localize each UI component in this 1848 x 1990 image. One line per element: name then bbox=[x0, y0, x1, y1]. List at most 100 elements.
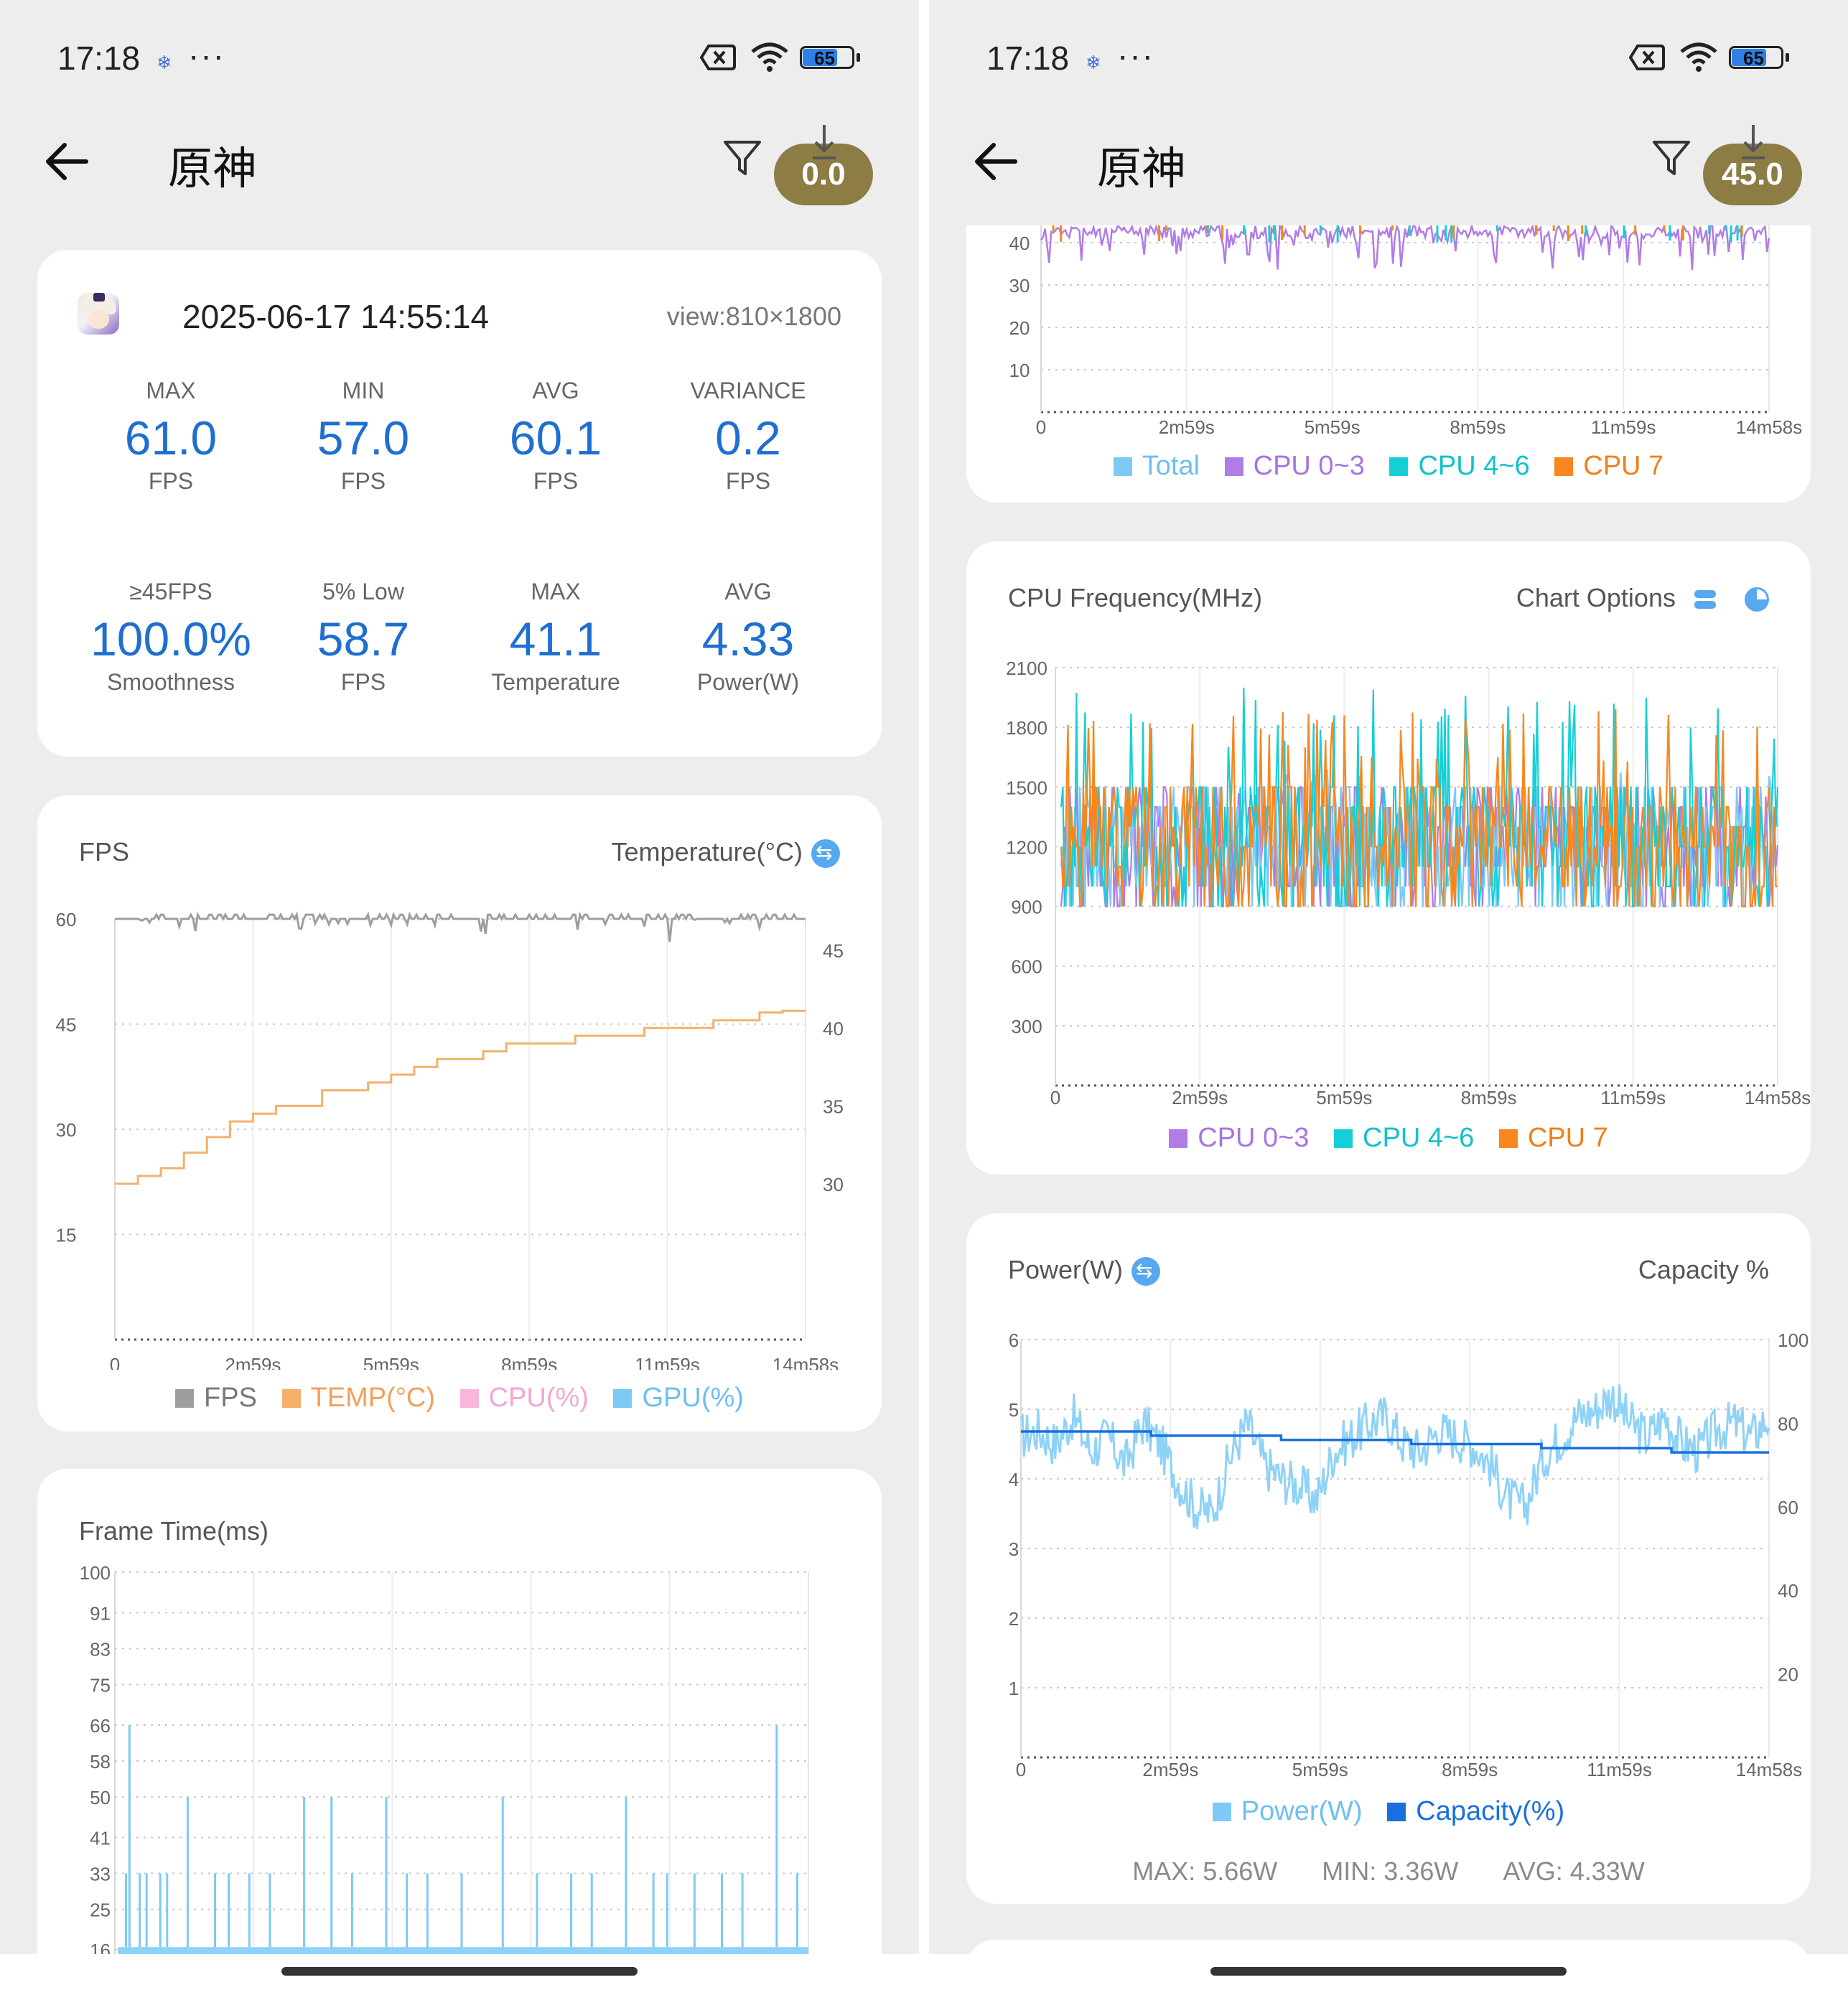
stat-label: 5% Low bbox=[322, 579, 404, 604]
stat-unit: FPS bbox=[340, 669, 386, 695]
stat-value: 58.7 bbox=[317, 612, 410, 665]
legend-item-power[interactable]: Power(W) bbox=[1212, 1796, 1363, 1827]
legend-swatch bbox=[1212, 1803, 1231, 1821]
home-indicator[interactable] bbox=[1210, 1967, 1567, 1976]
legend-label: TEMP(°C) bbox=[310, 1383, 436, 1413]
capacity-axis-label: Capacity % bbox=[1638, 1255, 1769, 1284]
y-tick-label: 900 bbox=[1011, 897, 1042, 918]
battery-icon: 65 bbox=[1729, 43, 1791, 72]
cpu-usage-card: 40 30 20 10 0 2m59s 5m59s 8m59s 11m59s 14m58s Tot… bbox=[966, 179, 1811, 503]
y-right-tick-label: 40 bbox=[1778, 1580, 1798, 1602]
legend-item-cpu-0-3[interactable]: CPU 0~3 bbox=[1224, 451, 1365, 482]
fps-chart: 60 45 30 15 0 2m59s 5m59s 8m59s 11m59s 14m58s 45 40… bbox=[56, 909, 844, 1370]
temperature-axis-label: Temperature(°C) bbox=[611, 837, 803, 866]
stat-label: VARIANCE bbox=[690, 378, 806, 403]
legend-item-fps[interactable]: FPS bbox=[175, 1383, 257, 1414]
summary-card: 2025-06-17 14:55:14 view:810×1800 MAX 61… bbox=[37, 250, 882, 757]
x-tick-label: 11m59s bbox=[1587, 1759, 1652, 1780]
chart-options-button[interactable]: Chart Options bbox=[1516, 583, 1769, 613]
fps-chart-card: FPS Temperature(°C) 60 45 30 15 0 2m59s 5m59s 8… bbox=[37, 795, 882, 1431]
page-title: 原神 bbox=[168, 142, 258, 195]
y-tick-label: 15 bbox=[56, 1225, 77, 1246]
stat-max-fps: MAX 61.0 FPS bbox=[75, 378, 267, 495]
status-bar: 17:18 ❄ ··· 65 bbox=[986, 36, 1791, 86]
y-right-tick-label: 60 bbox=[1778, 1497, 1798, 1518]
x-tick-label: 2m59s bbox=[1172, 1087, 1228, 1108]
stat-variance: VARIANCE 0.2 FPS bbox=[652, 378, 844, 495]
stat-unit: FPS bbox=[148, 468, 194, 494]
legend-item-capacity[interactable]: Capacity(%) bbox=[1387, 1796, 1564, 1827]
legend-label: Capacity(%) bbox=[1416, 1796, 1565, 1826]
x-tick-label: 5m59s bbox=[1305, 416, 1361, 438]
filter-icon[interactable] bbox=[1650, 136, 1693, 179]
power-title-toggle[interactable]: Power(W) bbox=[1008, 1255, 1160, 1286]
y-tick-label: 45 bbox=[56, 1014, 77, 1036]
stat-label: AVG bbox=[724, 579, 772, 604]
swap-axis-icon bbox=[1131, 1257, 1160, 1286]
legend-swatch bbox=[1389, 457, 1409, 476]
cpu-0-3-usage-line bbox=[1040, 222, 1770, 271]
y-right-tick-label: 45 bbox=[823, 940, 844, 961]
back-arrow-icon[interactable] bbox=[971, 136, 1021, 187]
legend-swatch bbox=[1387, 1803, 1406, 1821]
cpu-usage-legend: Total CPU 0~3 CPU 4~6 CPU 7 bbox=[966, 451, 1811, 482]
legend-item-cpu-4-6[interactable]: CPU 4~6 bbox=[1389, 451, 1530, 482]
y-right-tick-label: 80 bbox=[1778, 1413, 1798, 1434]
legend-item-total[interactable]: Total bbox=[1113, 451, 1200, 482]
legend-swatch bbox=[1113, 457, 1132, 476]
x-tick-label: 5m59s bbox=[363, 1354, 419, 1370]
temperature-axis-toggle[interactable]: Temperature(°C) bbox=[611, 837, 840, 869]
legend-item-cpu-7[interactable]: CPU 7 bbox=[1554, 451, 1663, 482]
stat-label: AVG bbox=[532, 378, 579, 403]
back-arrow-icon[interactable] bbox=[42, 136, 92, 187]
legend-item-cpu-7[interactable]: CPU 7 bbox=[1498, 1123, 1608, 1154]
stat-value: 4.33 bbox=[701, 612, 795, 665]
power-min: MIN: 3.36W bbox=[1322, 1856, 1459, 1886]
battery-level: 65 bbox=[1743, 47, 1764, 69]
progress-badge: 0.0 bbox=[774, 144, 873, 205]
cpu-frequency-legend: CPU 0~3 CPU 4~6 CPU 7 bbox=[966, 1123, 1811, 1154]
y-tick-label: 50 bbox=[90, 1787, 111, 1808]
cpu-7-frequency-line bbox=[1060, 709, 1778, 907]
stat-unit: FPS bbox=[533, 468, 579, 494]
stat-value: 57.0 bbox=[317, 411, 410, 464]
stat-label: MAX bbox=[146, 378, 196, 403]
y-tick-label: 5 bbox=[1009, 1399, 1019, 1421]
stat-max-temp: MAX 41.1 Temperature bbox=[459, 579, 652, 696]
stat-unit: Temperature bbox=[491, 669, 620, 695]
legend-item-cpu[interactable]: CPU(%) bbox=[459, 1383, 589, 1414]
legend-swatch bbox=[1224, 457, 1243, 476]
y-tick-label: 91 bbox=[90, 1602, 111, 1624]
x-tick-label: 5m59s bbox=[1316, 1087, 1372, 1108]
legend-item-cpu-0-3[interactable]: CPU 0~3 bbox=[1169, 1123, 1309, 1154]
legend-label: FPS bbox=[204, 1383, 257, 1413]
download-button[interactable]: 45.0 bbox=[1703, 125, 1803, 208]
legend-swatch bbox=[459, 1389, 479, 1408]
x-tick-label: 0 bbox=[1050, 1087, 1060, 1108]
pie-chart-icon bbox=[1745, 587, 1769, 612]
power-card: Power(W) Capacity % 6 5 4 3 2 1 0 2m59s 5m59s 8m5… bbox=[966, 1213, 1811, 1904]
legend-label: CPU 4~6 bbox=[1363, 1123, 1475, 1153]
x-tick-label: 0 bbox=[1036, 416, 1046, 438]
frame-time-card: Frame Time(ms) 100 91 83 75 66 58 50 41 33 25 16 bbox=[37, 1469, 882, 1990]
cpu-frequency-title: CPU Frequency(MHz) bbox=[1008, 583, 1263, 612]
status-icons: 65 bbox=[1629, 42, 1791, 85]
stat-value: 0.2 bbox=[715, 411, 781, 464]
y-tick-label: 10 bbox=[1009, 360, 1030, 381]
legend-label: CPU 0~3 bbox=[1198, 1123, 1310, 1153]
x-tick-label: 11m59s bbox=[1601, 1087, 1666, 1108]
y-tick-label: 41 bbox=[90, 1827, 111, 1849]
battery-level: 65 bbox=[814, 47, 835, 69]
home-indicator[interactable] bbox=[281, 1967, 638, 1976]
x-tick-label: 2m59s bbox=[1142, 1759, 1198, 1780]
notification-icon: ❄ bbox=[157, 52, 172, 73]
legend-item-temp[interactable]: TEMP(°C) bbox=[281, 1383, 436, 1414]
filter-icon[interactable] bbox=[721, 136, 764, 179]
download-button[interactable]: 0.0 bbox=[774, 125, 874, 208]
power-max: MAX: 5.66W bbox=[1132, 1856, 1278, 1886]
legend-label: Power(W) bbox=[1241, 1796, 1363, 1826]
game-avatar bbox=[78, 293, 119, 335]
legend-item-cpu-4-6[interactable]: CPU 4~6 bbox=[1334, 1123, 1474, 1154]
stat-value: 60.1 bbox=[509, 411, 602, 464]
legend-item-gpu[interactable]: GPU(%) bbox=[613, 1383, 744, 1414]
